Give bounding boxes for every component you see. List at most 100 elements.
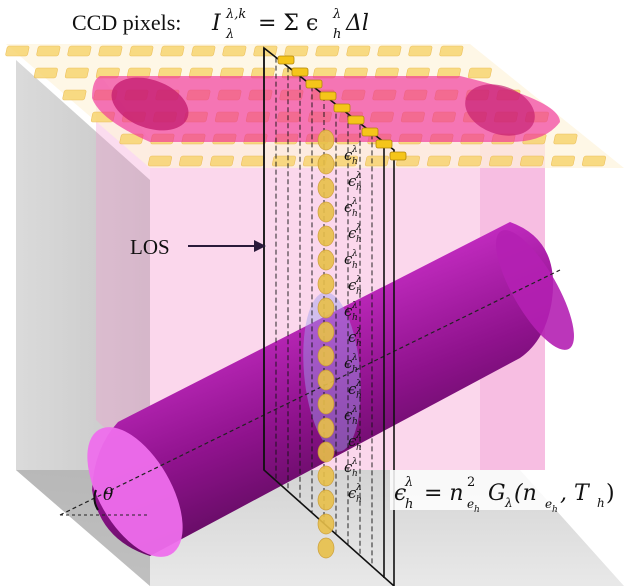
ccd-pixel: [550, 155, 575, 167]
emission-dot: [317, 513, 335, 535]
ccd-pixel: [5, 45, 30, 57]
epsilon-sub: h: [356, 183, 362, 193]
epsilon-symbol: ϵ: [344, 354, 353, 372]
epsilon-term: ϵ λh: [348, 223, 362, 245]
epsilon-term: ϵ λh: [344, 197, 358, 219]
ccd-column-pixel: [291, 67, 309, 77]
epsilon-sup: λ: [351, 353, 358, 363]
epsilon-sub: h: [356, 391, 362, 401]
emiss-lhs: ϵ: [394, 481, 406, 506]
ccd-pixel: [581, 155, 606, 167]
epsilon-symbol: ϵ: [348, 224, 357, 242]
ccd-column-pixel: [389, 151, 407, 161]
epsilon-term: ϵ λh: [344, 249, 358, 271]
emission-dot: [317, 153, 335, 175]
ccd-pixel: [364, 155, 389, 167]
ccd-pixel: [553, 133, 578, 145]
ccd-pixel: [315, 45, 340, 57]
emission-dot: [317, 537, 335, 559]
emission-dot: [317, 273, 335, 295]
epsilon-sub: h: [352, 469, 358, 479]
flux-tube-far-cap: [496, 230, 574, 350]
epsilon-sub: h: [352, 209, 358, 219]
ccd-intensity-sub: λ: [225, 27, 234, 42]
emiss-args-tail: , T: [560, 481, 591, 506]
epsilon-sup: λ: [355, 223, 362, 233]
ccd-pixel: [333, 155, 358, 167]
epsilon-sup: λ: [355, 171, 362, 181]
epsilon-term: ϵ λh: [344, 301, 358, 323]
emission-dot: [317, 465, 335, 487]
epsilon-sup: λ: [351, 457, 358, 467]
ccd-equation: CCD pixels: I λ,k λ = Σ ϵ λ h Δl: [72, 7, 369, 42]
epsilon-symbol: ϵ: [348, 172, 357, 190]
epsilon-sup: λ: [355, 431, 362, 441]
epsilon-term: ϵ λh: [344, 353, 358, 375]
ccd-pixel: [439, 45, 464, 57]
emiss-args-sub: e: [545, 497, 552, 511]
emiss-lhs-sub: h: [405, 497, 413, 512]
ccd-pixel: [67, 45, 92, 57]
epsilon-symbol: ϵ: [344, 458, 353, 476]
epsilon-term: ϵ λh: [348, 431, 362, 453]
epsilon-sub: h: [352, 365, 358, 375]
ccd-pixel: [457, 155, 482, 167]
epsilon-sub: h: [356, 339, 362, 349]
emissivity-equation: ϵ λ h = n 2 e h G λ (n e h , T h ): [394, 475, 615, 515]
ccd-pixel: [488, 155, 513, 167]
ccd-column-pixel: [277, 55, 295, 65]
emiss-n-sub: e: [467, 497, 474, 511]
epsilon-sub: h: [352, 157, 358, 167]
ccd-pixel: [408, 45, 433, 57]
epsilon-sup: λ: [351, 197, 358, 207]
emiss-lhs-sup: λ: [404, 475, 413, 490]
ccd-pixel: [119, 133, 144, 145]
ccd-column-pixel: [361, 127, 379, 137]
emiss-close: ): [606, 481, 615, 506]
ccd-intensity-sup: λ,k: [225, 7, 246, 22]
epsilon-term: ϵ λh: [344, 457, 358, 479]
ccd-pixel: [271, 155, 296, 167]
ccd-pixel: [346, 45, 371, 57]
epsilon-symbol: ϵ: [344, 406, 353, 424]
epsilon-sup: λ: [355, 327, 362, 337]
ccd-column-pixel: [375, 139, 393, 149]
ccd-pixel: [222, 45, 247, 57]
ccd-pixel: [253, 45, 278, 57]
epsilon-sup: λ: [351, 301, 358, 311]
ccd-pixel: [284, 45, 309, 57]
ccd-pixel: [240, 155, 265, 167]
ccd-pixel: [33, 67, 58, 79]
ccd-rhs: = Σ ϵ: [258, 11, 318, 36]
emiss-args: (n: [514, 481, 537, 506]
epsilon-sub: h: [356, 495, 362, 505]
epsilon-term: ϵ λh: [348, 379, 362, 401]
epsilon-symbol: ϵ: [344, 146, 353, 164]
ccd-prefix: CCD pixels:: [72, 10, 181, 35]
epsilon-sub: h: [352, 313, 358, 323]
emission-dot: [317, 345, 335, 367]
epsilon-term: ϵ λh: [348, 171, 362, 193]
epsilon-symbol: ϵ: [348, 276, 357, 294]
projection-volume-side: [96, 70, 150, 470]
ccd-pixel: [377, 45, 402, 57]
emiss-args-subsub: h: [552, 505, 558, 515]
emiss-g-sub: λ: [504, 496, 513, 510]
ccd-pixel: [178, 155, 203, 167]
emission-dot: [317, 201, 335, 223]
tube-cross-section: [303, 292, 361, 452]
tube-axis: [59, 269, 561, 516]
emission-dot: [317, 177, 335, 199]
ccd-pixel: [36, 45, 61, 57]
ccd-pixel-column: [277, 55, 407, 161]
ccd-pixel: [129, 45, 154, 57]
epsilon-sup: λ: [351, 249, 358, 259]
ccd-pixel: [64, 67, 89, 79]
ccd-rhs-sub: h: [333, 27, 341, 42]
emiss-rhs: = n: [424, 481, 464, 506]
right-arrow-icon: [188, 240, 266, 252]
ccd-pixel: [191, 45, 216, 57]
flux-tube-end-cap: [87, 427, 183, 557]
theta-arc: [93, 489, 99, 511]
